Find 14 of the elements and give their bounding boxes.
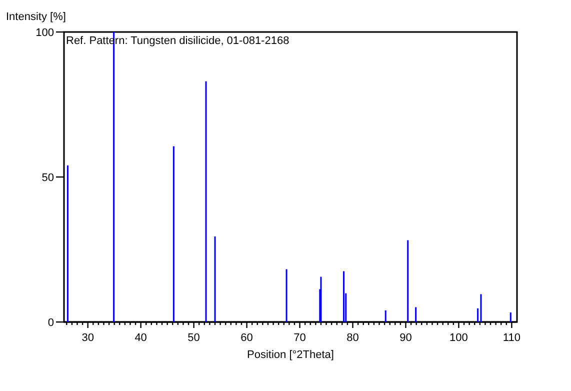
x-tick-label: 40 [134, 332, 147, 344]
x-tick-label: 70 [294, 332, 306, 344]
x-tick-label: 90 [400, 332, 412, 344]
x-tick-label: 80 [346, 332, 359, 344]
x-tick-label: 60 [240, 332, 253, 344]
x-tick-label: 50 [188, 332, 200, 344]
y-axis-title: Intensity [%] [6, 11, 66, 23]
y-tick-label: 100 [36, 27, 54, 39]
y-tick-label: 0 [48, 317, 54, 329]
x-tick-label: 110 [502, 332, 520, 344]
x-axis-title: Position [°2Theta] [247, 349, 334, 361]
y-tick-label: 50 [42, 172, 54, 184]
x-tick-label: 30 [82, 332, 94, 344]
x-tick-label: 100 [450, 332, 468, 344]
